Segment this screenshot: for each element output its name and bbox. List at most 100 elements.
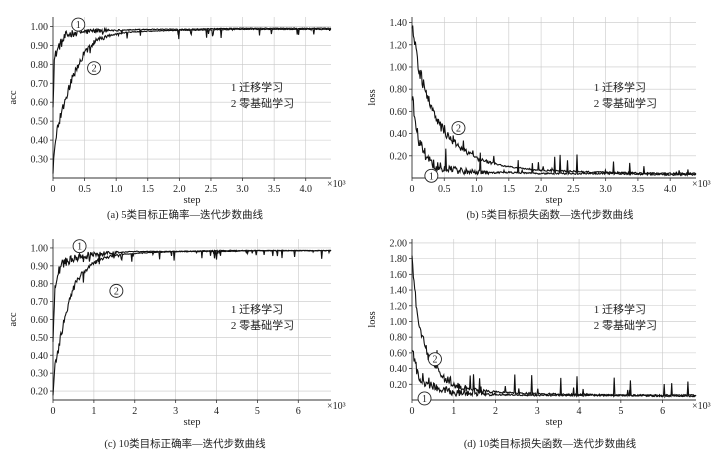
- series-line-2: [411, 255, 697, 398]
- chart-b: 0 0.5 1.0 1.5 2.0 2.5 3.0 3.5 4.0 0.20 0.40 0.60 0.8…: [367, 17, 711, 221]
- y-tick-label: 0.60: [390, 107, 408, 118]
- x-tick-label: 0: [51, 184, 56, 195]
- y-axis-label: acc: [8, 312, 19, 326]
- x-axis-label: step: [184, 417, 201, 428]
- y-tick-label: 0.20: [390, 380, 408, 391]
- y-tick-label: 1.40: [390, 18, 408, 29]
- series-line-1: [52, 26, 332, 108]
- x-tick-label: 6: [296, 406, 301, 417]
- x-axis-label: step: [546, 417, 563, 428]
- legend-item-2: 2 零基础学习: [594, 96, 657, 110]
- y-tick-label: 0.80: [31, 60, 49, 71]
- curve-marker-2: 2: [451, 121, 466, 135]
- x-tick-label: 4.0: [299, 184, 312, 195]
- y-tick-label: 0.70: [31, 297, 49, 308]
- x-tick-label: 5: [618, 406, 623, 417]
- x-tick-label: 2.0: [173, 184, 186, 195]
- y-tick-label: 0.20: [390, 151, 408, 162]
- x-tick-label: 1.0: [470, 184, 483, 195]
- x-tick-label: 0: [51, 406, 56, 417]
- chart-caption: (a) 5类目标正确率—迭代步数曲线: [107, 208, 264, 221]
- curve-marker-circle: [428, 352, 442, 367]
- y-tick-label: 0.90: [31, 41, 49, 52]
- x-tick-label: 0: [410, 406, 415, 417]
- y-tick-label: 2.00: [390, 238, 408, 249]
- chart-caption: (b) 5类目标损失函数—迭代步数曲线: [466, 208, 634, 221]
- x-tick-label: 2: [132, 406, 137, 417]
- legend-item-1: 1 迁移学习: [231, 80, 283, 94]
- x-tick-label: 4: [214, 406, 219, 417]
- curve-marker-1: 1: [424, 168, 439, 183]
- legend-item-2: 2 零基础学习: [594, 318, 657, 332]
- x-tick-label: 2.0: [535, 184, 548, 195]
- y-tick-label: 0.70: [31, 79, 49, 90]
- x-tick-label: 3: [173, 406, 178, 417]
- x-tick-label: 2.5: [567, 184, 580, 195]
- x-exponent-label: ×10³: [692, 179, 711, 190]
- curve-marker-2: 2: [109, 283, 124, 298]
- y-tick-label: 1.20: [390, 40, 408, 51]
- x-tick-label: 3.0: [599, 184, 612, 195]
- curve-marker-circle: [424, 168, 439, 183]
- y-tick-label: 0.80: [390, 333, 408, 344]
- legend-item-1: 1 迁移学习: [594, 302, 646, 316]
- y-tick-label: 1.00: [390, 62, 408, 73]
- y-tick-label: 0.30: [31, 155, 49, 166]
- curve-marker-label: 1: [76, 20, 81, 31]
- legend-item-2: 2 零基础学习: [231, 318, 294, 332]
- y-tick-label: 0.50: [31, 117, 49, 128]
- y-tick-label: 0.20: [31, 387, 49, 398]
- y-tick-label: 0.50: [31, 333, 49, 344]
- curve-marker-circle: [451, 121, 466, 135]
- y-tick-label: 0.40: [31, 136, 49, 147]
- y-tick-label: 1.40: [390, 286, 408, 297]
- curve-marker-circle: [71, 17, 86, 32]
- chart-caption: (d) 10类目标损失函数—迭代步数曲线: [464, 437, 637, 450]
- curve-marker-1: 1: [72, 239, 87, 254]
- y-axis-label: acc: [8, 90, 19, 104]
- x-exponent-label: ×10³: [327, 401, 346, 412]
- y-tick-label: 0.80: [31, 279, 49, 290]
- x-tick-label: 1: [91, 406, 96, 417]
- x-axis-label: step: [546, 195, 563, 206]
- x-tick-label: 6: [660, 406, 665, 417]
- curve-marker-1: 1: [71, 17, 86, 32]
- y-tick-label: 1.20: [390, 301, 408, 312]
- legend-item-2: 2 零基础学习: [231, 96, 294, 110]
- x-tick-label: 1.0: [110, 184, 123, 195]
- x-exponent-label: ×10³: [692, 401, 711, 412]
- y-tick-label: 0.60: [31, 315, 49, 326]
- chart-caption: (c) 10类目标正确率—迭代步数曲线: [104, 437, 266, 450]
- curve-marker-label: 1: [77, 242, 82, 253]
- y-tick-label: 0.80: [390, 85, 408, 96]
- y-tick-label: 1.00: [390, 317, 408, 328]
- y-tick-label: 0.40: [390, 364, 408, 375]
- legend-item-1: 1 迁移学习: [231, 302, 283, 316]
- y-tick-label: 1.00: [31, 22, 49, 33]
- x-tick-label: 4: [577, 406, 582, 417]
- y-tick-label: 0.40: [390, 129, 408, 140]
- x-tick-label: 3: [535, 406, 540, 417]
- x-tick-label: 1: [451, 406, 456, 417]
- x-tick-label: 0: [410, 184, 415, 195]
- series-line-1: [411, 349, 697, 399]
- series-line-2: [411, 25, 697, 176]
- x-tick-label: 5: [255, 406, 260, 417]
- y-tick-label: 0.90: [31, 261, 49, 272]
- y-tick-label: 0.60: [390, 348, 408, 359]
- x-tick-label: 3.5: [268, 184, 281, 195]
- curve-marker-2: 2: [428, 352, 442, 367]
- x-tick-label: 1.5: [142, 184, 155, 195]
- x-tick-label: 2: [493, 406, 498, 417]
- y-tick-label: 0.30: [31, 369, 49, 380]
- series-line-1: [411, 96, 697, 177]
- x-tick-label: 2.5: [205, 184, 218, 195]
- x-tick-label: 3.5: [632, 184, 645, 195]
- x-tick-label: 3.0: [236, 184, 249, 195]
- y-axis-label: loss: [367, 311, 378, 327]
- chart-c: 0 1 2 3 4 5 6 0.20 0.30 0.40 0.50 0.60 0.70 0.80 0.90 1…: [8, 239, 346, 450]
- x-exponent-label: ×10³: [327, 179, 346, 190]
- y-tick-label: 1.60: [390, 270, 408, 281]
- x-tick-label: 4.0: [664, 184, 677, 195]
